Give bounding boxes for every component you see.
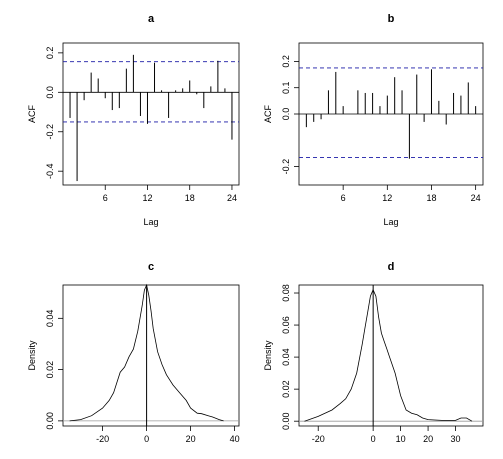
x-tick-label: 12 xyxy=(382,193,392,203)
panel-b: b 6 12 18 24 -0.2 0.0 0.1 0.2 ACF Lag xyxy=(263,13,484,227)
x-tick-label: 10 xyxy=(396,434,406,444)
panel-title-a: a xyxy=(148,13,155,25)
y-tick-label: 0.2 xyxy=(281,55,291,68)
x-axis-label: Lag xyxy=(383,217,398,227)
x-tick-label: 6 xyxy=(341,193,346,203)
panel-title-b: b xyxy=(388,13,395,25)
panel-title-c: c xyxy=(148,261,154,273)
panel-a: a 6 12 18 24 -0.4 -0.2 0.0 0.2 ACF Lag xyxy=(27,13,240,227)
y-tick-label: -0.4 xyxy=(45,163,55,179)
y-tick-label: 0.04 xyxy=(45,310,55,328)
x-tick-label: 24 xyxy=(227,193,237,203)
y-axis-label: Density xyxy=(263,340,273,371)
y-axis-label: ACF xyxy=(263,104,273,123)
plot-frame xyxy=(62,284,240,427)
x-tick-label: 24 xyxy=(471,193,481,203)
x-tick-label: 0 xyxy=(371,434,376,444)
y-tick-label: 0.02 xyxy=(281,380,291,398)
y-tick-label: 0.08 xyxy=(281,284,291,302)
x-tick-label: -20 xyxy=(96,434,109,444)
y-tick-label: 0.2 xyxy=(45,47,55,60)
x-tick-label: 30 xyxy=(451,434,461,444)
y-tick-label: 0.0 xyxy=(281,108,291,121)
x-tick-label: 40 xyxy=(230,434,240,444)
y-tick-label: -0.2 xyxy=(281,159,291,175)
panel-d: d -20 0 10 20 30 0.00 0.02 0.04 0.06 0.08 Density xyxy=(263,261,484,444)
x-tick-label: 18 xyxy=(426,193,436,203)
density-curve xyxy=(304,288,473,422)
density-curve xyxy=(69,283,224,422)
panel-title-d: d xyxy=(388,261,395,273)
y-tick-label: 0.00 xyxy=(281,412,291,430)
y-tick-label: 0.06 xyxy=(281,316,291,334)
y-tick-label: 0.0 xyxy=(45,86,55,99)
y-tick-label: 0.1 xyxy=(281,81,291,94)
y-tick-label: 0.00 xyxy=(45,412,55,430)
x-tick-label: 6 xyxy=(103,193,108,203)
panel-c: c -20 0 20 40 0.00 0.02 0.04 Density xyxy=(27,261,240,444)
x-tick-label: 18 xyxy=(185,193,195,203)
y-axis-label: Density xyxy=(27,340,37,371)
y-tick-label: -0.2 xyxy=(45,124,55,140)
x-tick-label: 20 xyxy=(186,434,196,444)
y-tick-label: 0.02 xyxy=(45,361,55,379)
x-tick-label: 0 xyxy=(144,434,149,444)
x-tick-label: 12 xyxy=(142,193,152,203)
y-tick-label: 0.04 xyxy=(281,348,291,366)
x-tick-label: 20 xyxy=(423,434,433,444)
x-axis-label: Lag xyxy=(143,217,158,227)
x-tick-label: -20 xyxy=(312,434,325,444)
y-axis-label: ACF xyxy=(27,104,37,123)
plot-frame xyxy=(62,42,240,186)
plot-frame xyxy=(298,284,484,427)
